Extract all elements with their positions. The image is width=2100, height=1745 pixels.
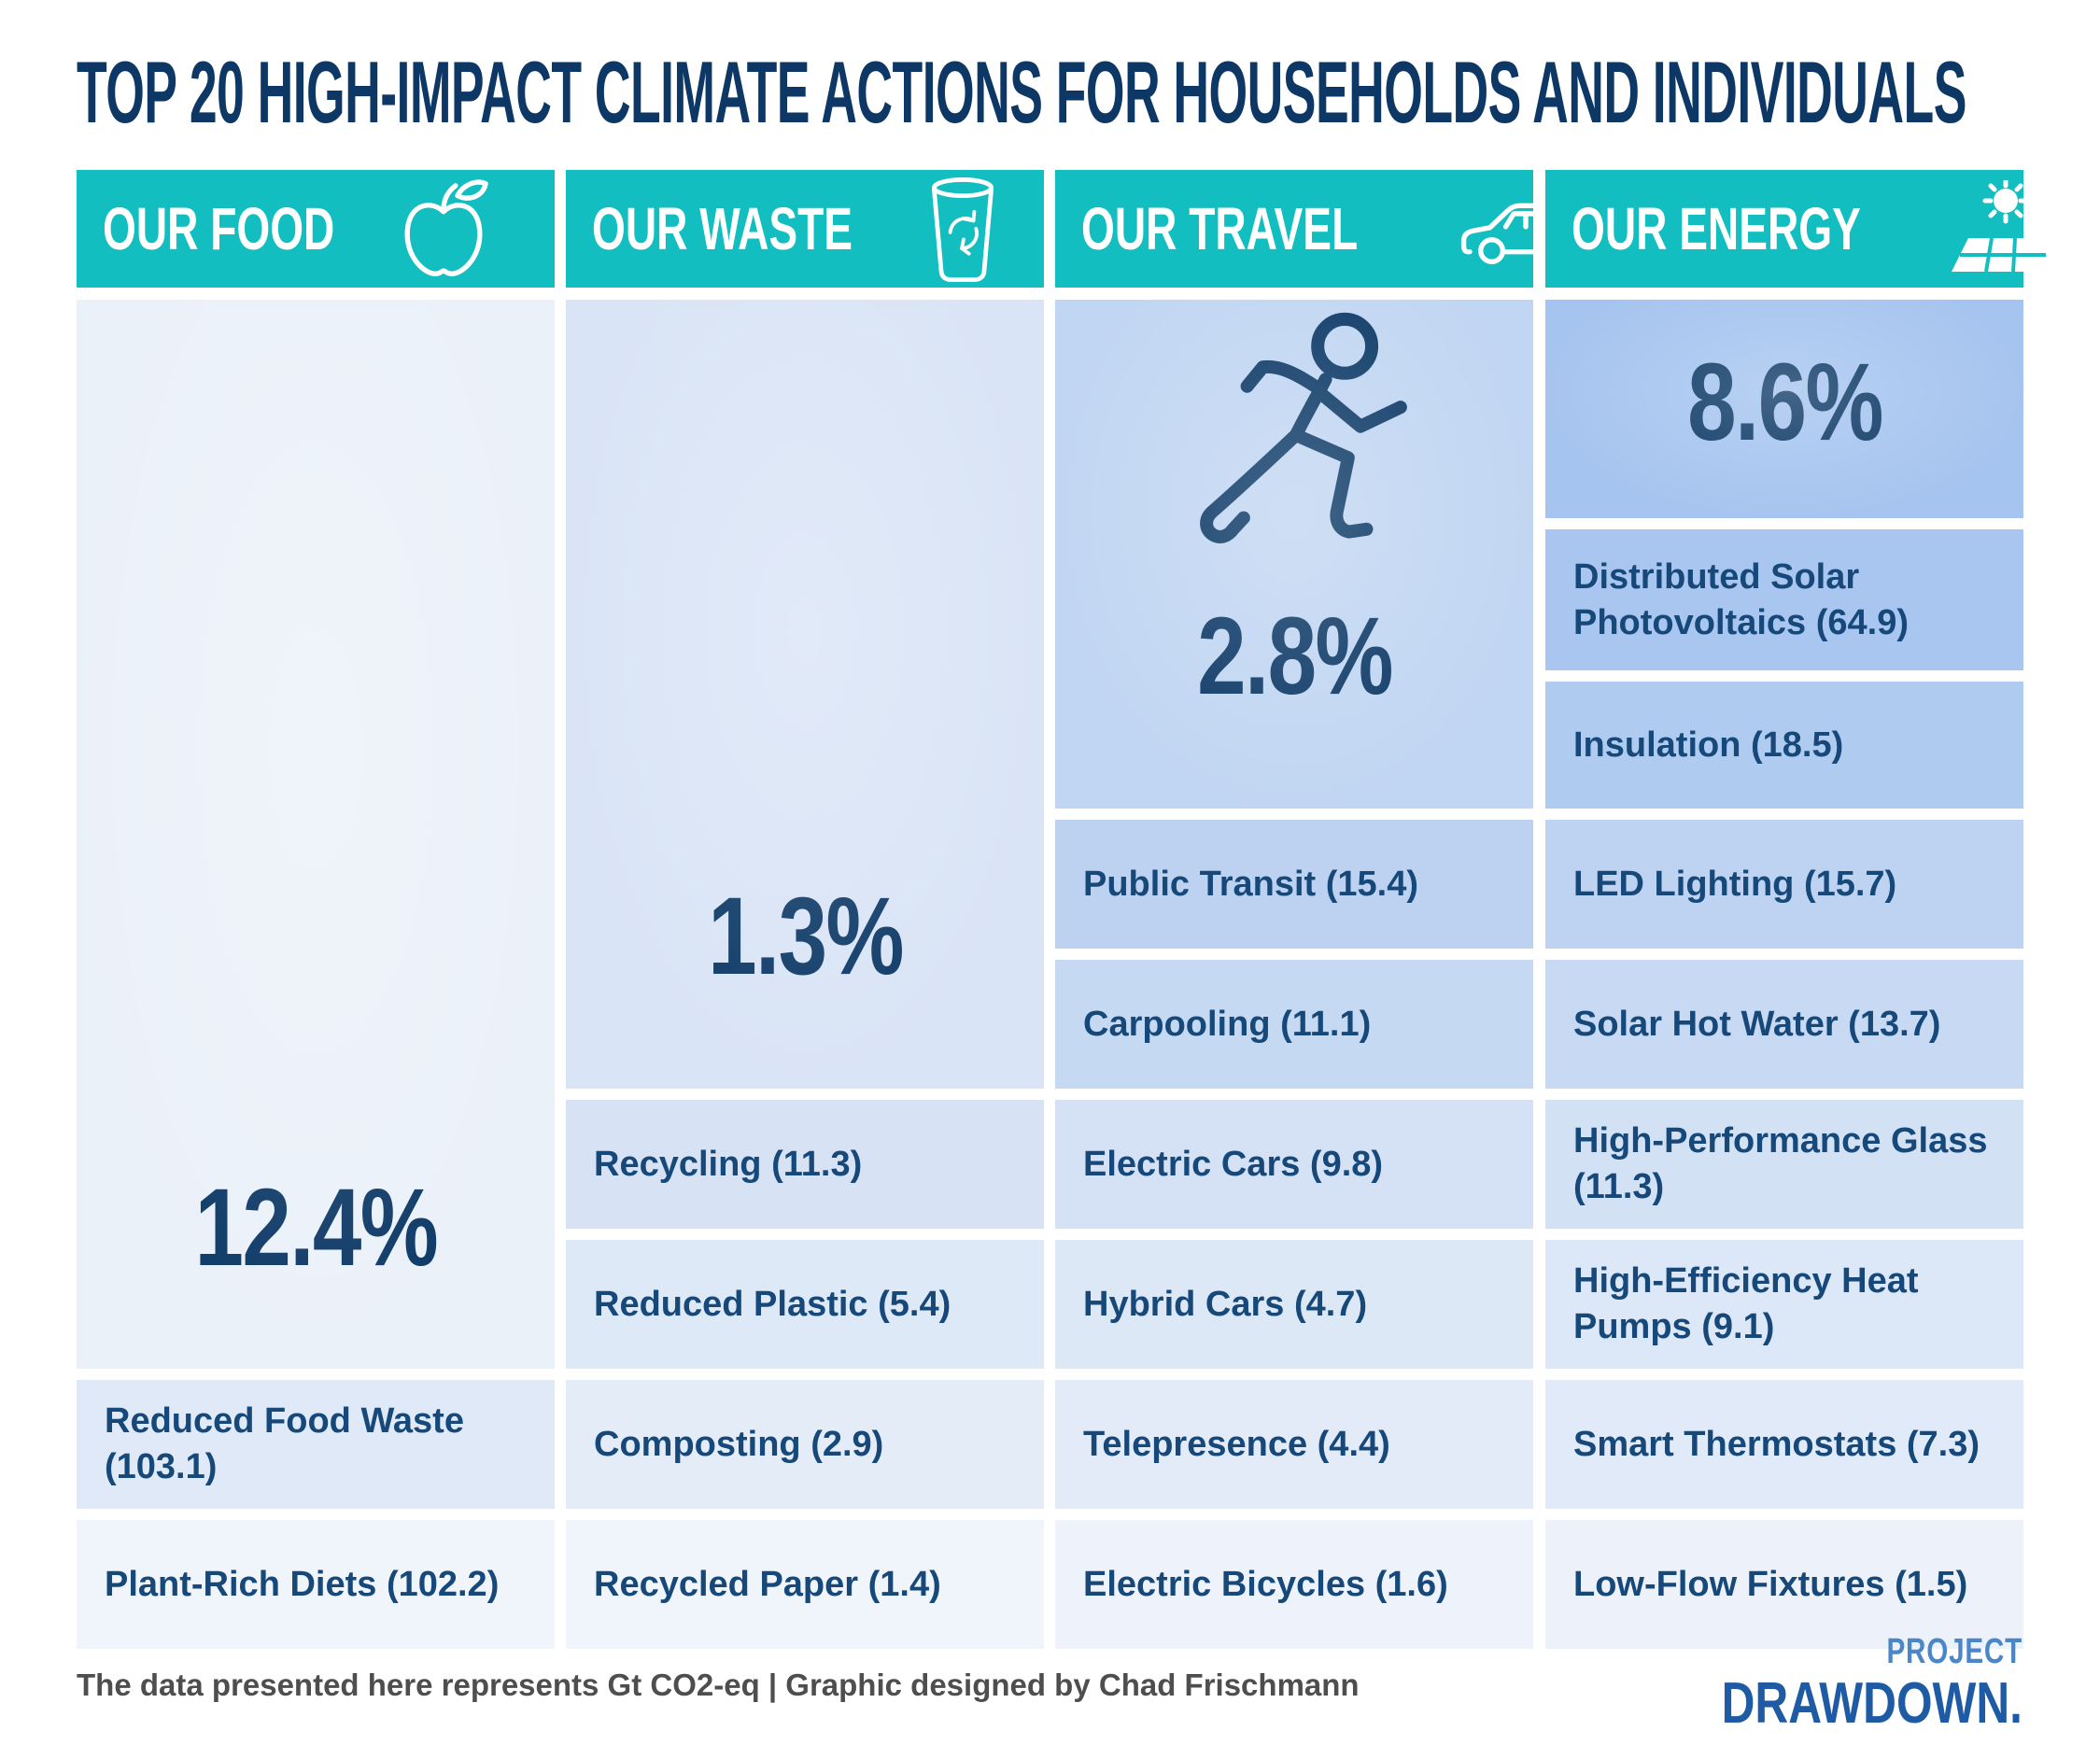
logo-project-text: PROJECT [1886,1632,2022,1671]
action-label: Reduced Food Waste (103.1) [105,1401,464,1486]
header-our-energy: OUR ENERGY [1545,170,2053,288]
action-smart-thermostats: Smart Thermostats (7.3) [1545,1380,2023,1509]
header-our-travel-label: OUR TRAVEL [1081,195,1359,262]
action-composting: Composting (2.9) [566,1380,1044,1509]
logo-drawdown-text: DRAWDOWN. [1721,1671,2022,1736]
column-our-energy: OUR ENERGY [1545,170,2053,1660]
action-carpooling: Carpooling (11.1) [1055,960,1533,1089]
food-percent: 12.4% [194,1166,438,1289]
travel-summary-block: 2.8% [1055,300,1533,809]
column-our-food: OUR FOOD 12.4% Reduced Food Waste (103.1… [77,170,555,1660]
action-label: Public Transit (15.4) [1083,864,1418,904]
action-telepresence: Telepresence (4.4) [1055,1380,1533,1509]
header-our-food-label: OUR FOOD [103,195,335,262]
action-label: Reduced Plastic (5.4) [594,1284,951,1324]
header-our-food: OUR FOOD [77,170,555,288]
action-label: LED Lighting (15.7) [1573,864,1897,904]
action-label: Distributed Solar Photovoltaics (64.9) [1573,556,1909,642]
action-led-lighting: LED Lighting (15.7) [1545,820,2023,949]
page-title: TOP 20 HIGH-IMPACT CLIMATE ACTIONS FOR H… [77,43,1966,141]
action-label: Solar Hot Water (13.7) [1573,1004,1941,1044]
food-summary-block: 12.4% [77,300,555,1369]
action-label: Plant-Rich Diets (102.2) [105,1564,500,1604]
action-solar-hot-water: Solar Hot Water (13.7) [1545,960,2023,1089]
action-label: Recycled Paper (1.4) [594,1564,941,1604]
action-label: Recycling (11.3) [594,1144,863,1184]
waste-percent: 1.3% [707,875,904,998]
action-label: Electric Bicycles (1.6) [1083,1564,1448,1604]
action-public-transit: Public Transit (15.4) [1055,820,1533,949]
action-label: Smart Thermostats (7.3) [1573,1424,1980,1464]
action-distributed-solar-photovoltaics: Distributed Solar Photovoltaics (64.9) [1545,529,2023,670]
action-label: High-Performance Glass (11.3) [1573,1121,1988,1206]
action-insulation: Insulation (18.5) [1545,682,2023,809]
runner-icon [1163,304,1425,566]
action-high-efficiency-heat-pumps: High-Efficiency Heat Pumps (9.1) [1545,1240,2023,1369]
action-low-flow-fixtures: Low-Flow Fixtures (1.5) [1545,1520,2023,1649]
project-drawdown-logo: PROJECT DRAWDOWN. [1646,1634,2022,1733]
action-label: Carpooling (11.1) [1083,1004,1372,1044]
header-our-waste-label: OUR WASTE [592,195,853,262]
travel-percent: 2.8% [1196,595,1393,718]
action-plant-rich-diets: Plant-Rich Diets (102.2) [77,1520,555,1649]
recycling-bin-icon [923,175,1003,283]
action-reduced-food-waste: Reduced Food Waste (103.1) [77,1380,555,1509]
action-reduced-plastic: Reduced Plastic (5.4) [566,1240,1044,1369]
action-electric-cars: Electric Cars (9.8) [1055,1100,1533,1229]
action-label: Hybrid Cars (4.7) [1083,1284,1368,1324]
action-label: Insulation (18.5) [1573,725,1844,765]
apple-icon [393,174,494,284]
header-our-travel: OUR TRAVEL [1055,170,1593,288]
action-electric-bicycles: Electric Bicycles (1.6) [1055,1520,1533,1649]
energy-summary-block: 8.6% [1545,300,2023,518]
column-our-travel: OUR TRAVEL [1055,170,1593,1660]
action-hybrid-cars: Hybrid Cars (4.7) [1055,1240,1533,1369]
data-attribution-note: The data presented here represents Gt CO… [77,1668,1360,1702]
action-high-performance-glass: High-Performance Glass (11.3) [1545,1100,2023,1229]
action-label: Electric Cars (9.8) [1083,1144,1384,1184]
action-recycled-paper: Recycled Paper (1.4) [566,1520,1044,1649]
action-label: Composting (2.9) [594,1424,884,1464]
energy-percent: 8.6% [1686,341,1883,464]
action-recycling: Recycling (11.3) [566,1100,1044,1229]
header-our-waste: OUR WASTE [566,170,1044,288]
waste-summary-block: 1.3% [566,300,1044,1089]
action-label: Telepresence (4.4) [1083,1424,1390,1464]
action-label: Low-Flow Fixtures (1.5) [1573,1564,1968,1604]
solar-panel-sun-icon [1932,180,2055,292]
action-label: High-Efficiency Heat Pumps (9.1) [1573,1261,1919,1346]
header-our-energy-label: OUR ENERGY [1571,195,1861,262]
column-our-waste: OUR WASTE 1.3% Recycling (11.3) Reduced … [566,170,1044,1660]
